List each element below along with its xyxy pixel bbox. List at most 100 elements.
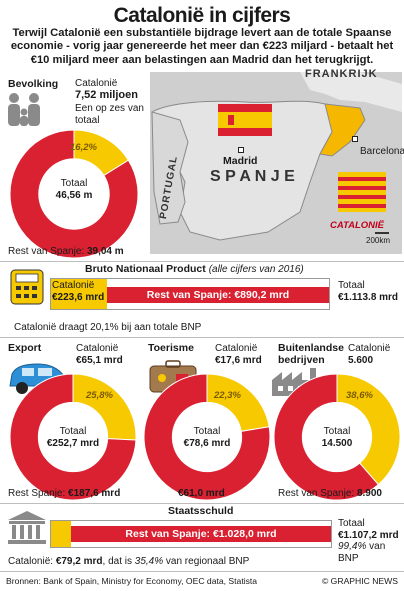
footer-credit: © GRAPHIC NEWS [321,576,398,586]
bevolking-total: Totaal 46,56 m [44,178,104,202]
bevolking-rest-label: Rest van Spanje: [8,246,85,257]
schuld-rest-text: Rest van Spanje: €1.028,0 mrd [125,528,277,540]
bevolking-total-value: 46,56 m [55,190,93,201]
bedrijven-rest-label: Rest van Spanje: [278,488,355,499]
bedrijven-total: Totaal 14.500 [307,426,367,450]
bnp-heading-row: Bruto Nationaal Product (alle cijfers va… [85,263,304,275]
schuld-region-note-pct: 35,4% [134,556,164,567]
spain-map [150,72,402,254]
schuld-total-value: €1.107,2 mrd [338,529,399,541]
portugal-shape [151,111,189,225]
bevolking-pct: 16,2% [70,142,97,153]
export-donut-chart [9,373,137,501]
export-total-value: €252,7 mrd [46,438,100,449]
toerisme-region-value: €17,6 mrd [215,355,262,366]
bnp-bar-rest: Rest van Spanje: €890,2 mrd [107,287,329,303]
bnp-bar-frame: Rest van Spanje: €890,2 mrd [50,278,330,310]
map-label-spain: S P A N J E [210,168,295,185]
map-label-madrid: Madrid [223,155,258,167]
schuld-total: Totaal €1.107,2 mrd 99,4% van BNP [338,518,404,564]
schuld-total-note-rest: van BNP [338,541,386,564]
bnp-total-value: €1.113.8 mrd [338,292,399,303]
toerisme-region-label: Catalonië [215,343,258,354]
bnp-heading-note: (alle cijfers van 2016) [208,264,304,275]
map-label-catalonia: CATALONIË [330,220,385,231]
bedrijven-total-label: Totaal [323,426,351,437]
schuld-region-note-post: van regionaal BNP [165,556,250,567]
bevolking-note: Een op zes van totaal [75,103,144,126]
bevolking-rest: Rest van Spanje: 39,04 m [8,246,124,258]
export-rest-value: €187,6 mrd [68,488,121,499]
schuld-bar-rest: Rest van Spanje: €1.028,0 mrd [71,526,331,542]
bedrijven-slice-rest [273,373,380,501]
toerisme-rest-value: €61,0 mrd [178,488,225,499]
bevolking-slice-rest [9,129,139,259]
bevolking-rest-value: 39,04 m [86,246,124,257]
export-rest: Rest Spanje: €187,6 mrd [8,488,120,500]
bnp-region-label: Catalonië [52,280,95,291]
bnp-bar-catalonia [51,279,107,309]
map-label-barcelona: Barcelona [360,146,404,157]
bedrijven-donut-chart [273,373,401,501]
divider-2 [0,337,404,338]
bedrijven-region-value: 5.600 [348,355,374,366]
divider-1 [0,261,404,262]
barcelona-marker [352,136,358,142]
subtitle: Terwijl Catalonië een substantiële bijdr… [10,27,394,66]
schuld-region-value: €79,2 mrd [55,556,103,567]
bevolking-region-label: Catalonië [75,78,118,89]
france-shape [300,72,402,112]
toerisme-heading: Toerisme [148,342,194,354]
bedrijven-rest-value: 8.900 [356,488,382,499]
bnp-rest-text: Rest van Spanje: €890,2 mrd [146,289,290,301]
people-icon [8,93,40,126]
map-scale-label: 200km [366,236,391,245]
toerisme-total: Totaal €78,6 mrd [177,426,237,450]
bnp-region: Catalonië €223,6 mrd [52,280,104,304]
toerisme-slice-rest [143,373,271,501]
bevolking-total-label: Totaal [60,178,88,189]
export-total-label: Totaal [59,426,87,437]
schuld-bar-catalonia [51,521,71,547]
export-slice-rest [9,373,137,501]
bedrijven-total-value: 14.500 [321,438,353,449]
bnp-total: Totaal €1.113.8 mrd [338,280,398,304]
bedrijven-rest: Rest van Spanje: 8.900 [278,488,382,500]
spain-flag [218,104,272,136]
page-title: Catalonië in cijfers [113,4,291,27]
bedrijven-heading: Buitenlandse bedrijven [278,342,344,366]
bevolking-region-value: 7,52 miljoen [75,89,138,101]
bedrijven-pct: 38,6% [346,390,373,401]
bedrijven-slice-catalonia [336,373,401,486]
catalonia-flag [338,172,386,212]
catalonia-shape [319,103,366,157]
bevolking-donut-chart [9,129,139,259]
export-pct: 25,8% [86,390,113,401]
schuld-region-label: Catalonië: [8,556,54,567]
schuld-bar-frame: Rest van Spanje: €1.028,0 mrd [50,520,332,548]
schuld-total-note-pct: 99,4% [338,541,367,552]
schuld-region-row: Catalonië: €79,2 mrd, dat is 35,4% van r… [8,556,249,568]
export-rest-label: Rest Spanje: [8,488,66,499]
schuld-heading: Staatsschuld [168,505,234,517]
export-total: Totaal €252,7 mrd [43,426,103,450]
export-heading: Export [8,342,42,354]
schuld-total-label: Totaal [338,518,365,529]
calculator-icon [10,269,44,305]
toerisme-donut-chart [143,373,271,501]
toerisme-slice-catalonia [206,373,270,432]
madrid-marker [238,147,244,153]
bnp-total-label: Totaal [338,280,365,291]
bnp-region-value: €223,6 mrd [52,292,105,303]
bedrijven-region-label: Catalonië [348,343,391,354]
toerisme-total-label: Totaal [193,426,221,437]
footer-sources: Bronnen: Bank of Spain, Ministry for Eco… [6,576,258,586]
divider-4 [0,571,404,572]
divider-3 [0,503,404,504]
bevolking-heading: Bevolking [8,78,59,90]
export-region-label: Catalonië [76,343,119,354]
map-label-france: FRANKRIJK [305,68,378,80]
toerisme-total-value: €78,6 mrd [183,438,231,449]
export-region-value: €65,1 mrd [76,355,123,366]
bnp-note: Catalonië draagt 20,1% bij aan totale BN… [14,322,202,333]
